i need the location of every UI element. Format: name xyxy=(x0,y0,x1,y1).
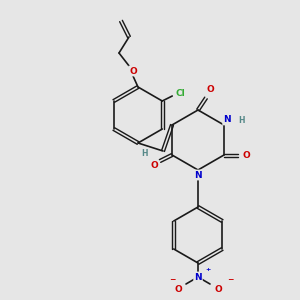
Text: −: − xyxy=(169,275,175,284)
Text: +: + xyxy=(205,267,210,272)
Text: O: O xyxy=(174,284,182,293)
Text: O: O xyxy=(214,284,222,293)
Text: O: O xyxy=(150,160,158,169)
Text: H: H xyxy=(238,116,244,125)
Text: −: − xyxy=(227,275,233,284)
Text: Cl: Cl xyxy=(176,88,185,98)
Text: O: O xyxy=(242,151,250,160)
Text: O: O xyxy=(206,85,214,94)
Text: N: N xyxy=(223,116,231,124)
Text: H: H xyxy=(142,148,148,158)
Text: N: N xyxy=(194,170,202,179)
Text: O: O xyxy=(129,67,137,76)
Text: N: N xyxy=(194,272,202,281)
